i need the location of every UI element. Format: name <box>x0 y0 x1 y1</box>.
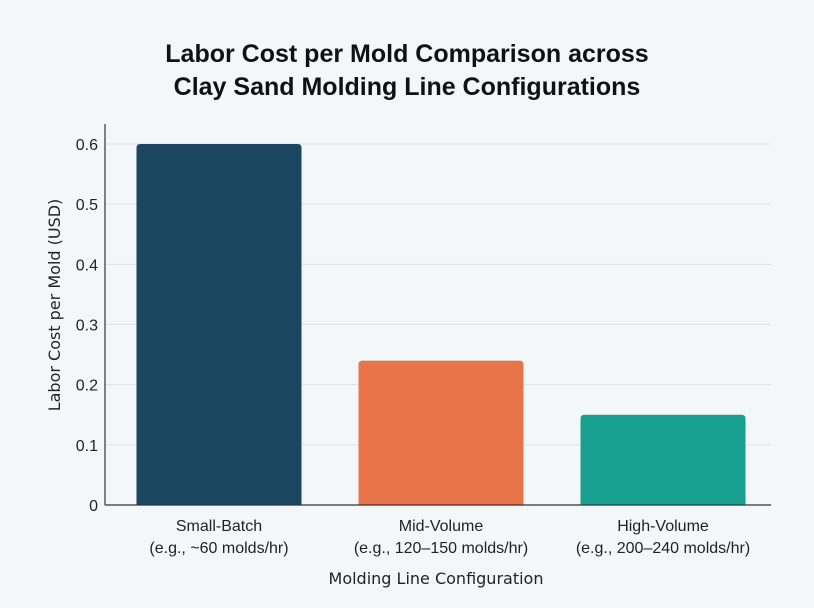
y-tick-label: 0.6 <box>76 137 98 154</box>
chart-title-line-1: Labor Cost per Mold Comparison across <box>165 40 649 68</box>
y-tick-label: 0.4 <box>76 257 98 274</box>
x-tick-label: Mid-Volume <box>399 518 484 535</box>
chart-title: Labor Cost per Mold Comparison across Cl… <box>0 38 814 104</box>
y-tick-label: 0.2 <box>76 378 98 395</box>
y-tick-label: 0.3 <box>76 318 98 335</box>
x-tick-label: (e.g., ~60 molds/hr) <box>149 540 288 557</box>
y-axis-label: Labor Cost per Mold (USD) <box>45 199 64 412</box>
bar <box>358 360 524 505</box>
x-tick-label: (e.g., 120–150 molds/hr) <box>354 540 528 557</box>
x-tick-label: (e.g., 200–240 molds/hr) <box>576 540 750 557</box>
x-tick-label: Small-Batch <box>176 518 262 535</box>
x-tick-label: High-Volume <box>617 518 709 535</box>
y-tick-label: 0.5 <box>76 197 98 214</box>
chart-title-line-2: Clay Sand Molding Line Configurations <box>173 73 641 101</box>
y-tick-label: 0 <box>89 498 98 515</box>
bar <box>136 144 302 505</box>
x-axis-label: Molding Line Configuration <box>329 569 544 588</box>
y-tick-label: 0.1 <box>76 438 98 455</box>
bar <box>580 414 746 505</box>
